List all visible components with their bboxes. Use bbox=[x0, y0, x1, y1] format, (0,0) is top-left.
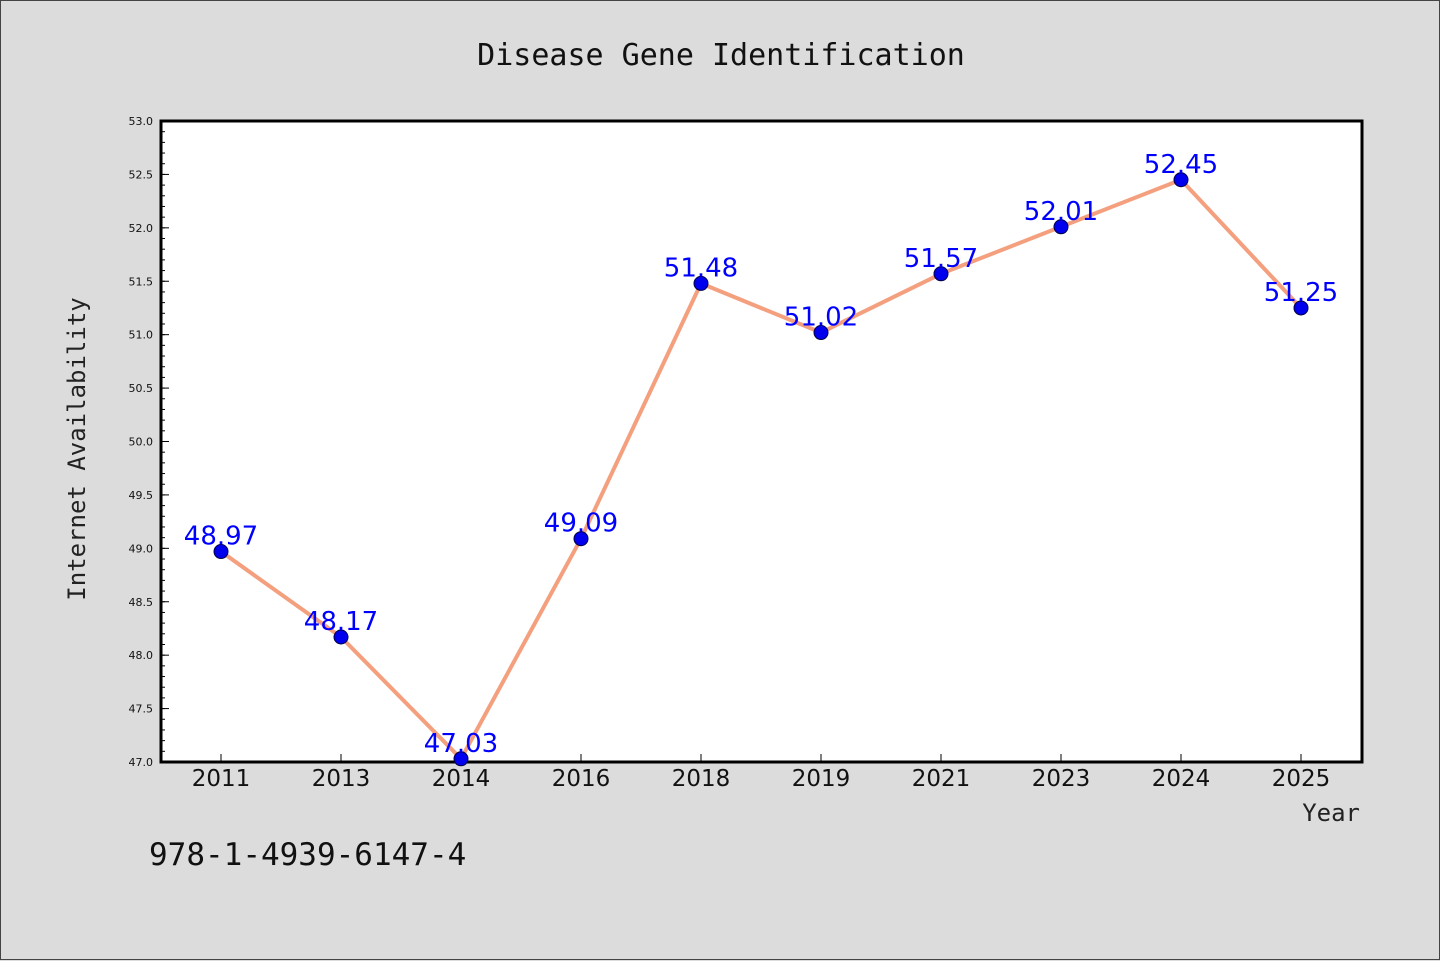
footnote-isbn: 978-1-4939-6147-4 bbox=[149, 837, 466, 873]
y-tick-label: 52.0 bbox=[129, 222, 154, 235]
y-tick-label: 53.0 bbox=[129, 115, 154, 128]
data-label: 47.03 bbox=[424, 729, 498, 759]
x-tick-label: 2021 bbox=[912, 766, 971, 792]
y-tick-label: 52.5 bbox=[129, 168, 154, 181]
data-point-marker bbox=[213, 544, 229, 560]
x-tick-label: 2025 bbox=[1272, 766, 1331, 792]
x-tick-label: 2011 bbox=[192, 766, 251, 792]
data-label: 51.57 bbox=[904, 244, 978, 274]
data-label: 51.25 bbox=[1264, 278, 1338, 308]
data-point-marker bbox=[693, 275, 709, 291]
data-label-group: 48.97 48.17 47.03 49.09 51.48 51.02 51.57 52.01… bbox=[184, 150, 1338, 759]
y-tick-label: 50.0 bbox=[129, 436, 154, 449]
y-axis: 47.0 47.5 48.0 48.5 49.0 49.5 50.0 50.5 51.0 51.5… bbox=[129, 115, 169, 769]
x-tick-label: 2024 bbox=[1152, 766, 1211, 792]
y-axis-label: Internet Availability bbox=[63, 297, 91, 600]
y-tick-label: 51.5 bbox=[129, 275, 154, 288]
y-tick-label: 49.0 bbox=[129, 542, 154, 555]
data-label: 48.17 bbox=[304, 607, 378, 637]
data-point-marker bbox=[813, 325, 829, 341]
plot-area bbox=[159, 119, 1364, 764]
data-point-marker bbox=[1173, 172, 1189, 188]
y-tick-label: 47.5 bbox=[129, 703, 154, 716]
x-tick-label: 2016 bbox=[552, 766, 611, 792]
data-label: 52.45 bbox=[1144, 150, 1218, 180]
data-label: 49.09 bbox=[544, 509, 618, 539]
data-point-marker bbox=[933, 266, 949, 282]
y-tick-label: 49.5 bbox=[129, 489, 154, 502]
series-line bbox=[219, 177, 1303, 761]
y-tick-label: 51.0 bbox=[129, 329, 154, 342]
y-tick-label: 50.5 bbox=[129, 382, 154, 395]
x-axis: 2011 2013 2014 2016 2018 2019 2021 2023 2024 2025 bbox=[192, 754, 1331, 792]
y-tick-label: 47.0 bbox=[129, 756, 154, 769]
series-line-group bbox=[213, 172, 1309, 767]
x-tick-label: 2019 bbox=[792, 766, 851, 792]
data-point-marker bbox=[1053, 219, 1069, 235]
data-point-marker bbox=[573, 531, 589, 547]
x-tick-label: 2018 bbox=[672, 766, 731, 792]
data-point-marker bbox=[453, 751, 469, 767]
data-label: 51.48 bbox=[664, 253, 738, 283]
data-label: 51.02 bbox=[784, 303, 858, 333]
data-point-marker bbox=[333, 629, 349, 645]
y-tick-label: 48.0 bbox=[129, 649, 154, 662]
data-label: 48.97 bbox=[184, 522, 258, 552]
data-label: 52.01 bbox=[1024, 197, 1098, 227]
data-point-marker bbox=[1293, 300, 1309, 316]
x-tick-label: 2023 bbox=[1032, 766, 1091, 792]
x-tick-label: 2014 bbox=[432, 766, 491, 792]
chart-title: Disease Gene Identification bbox=[477, 38, 965, 73]
x-tick-label: 2013 bbox=[312, 766, 371, 792]
x-axis-label: Year bbox=[1302, 799, 1360, 827]
y-tick-label: 48.5 bbox=[129, 596, 154, 609]
